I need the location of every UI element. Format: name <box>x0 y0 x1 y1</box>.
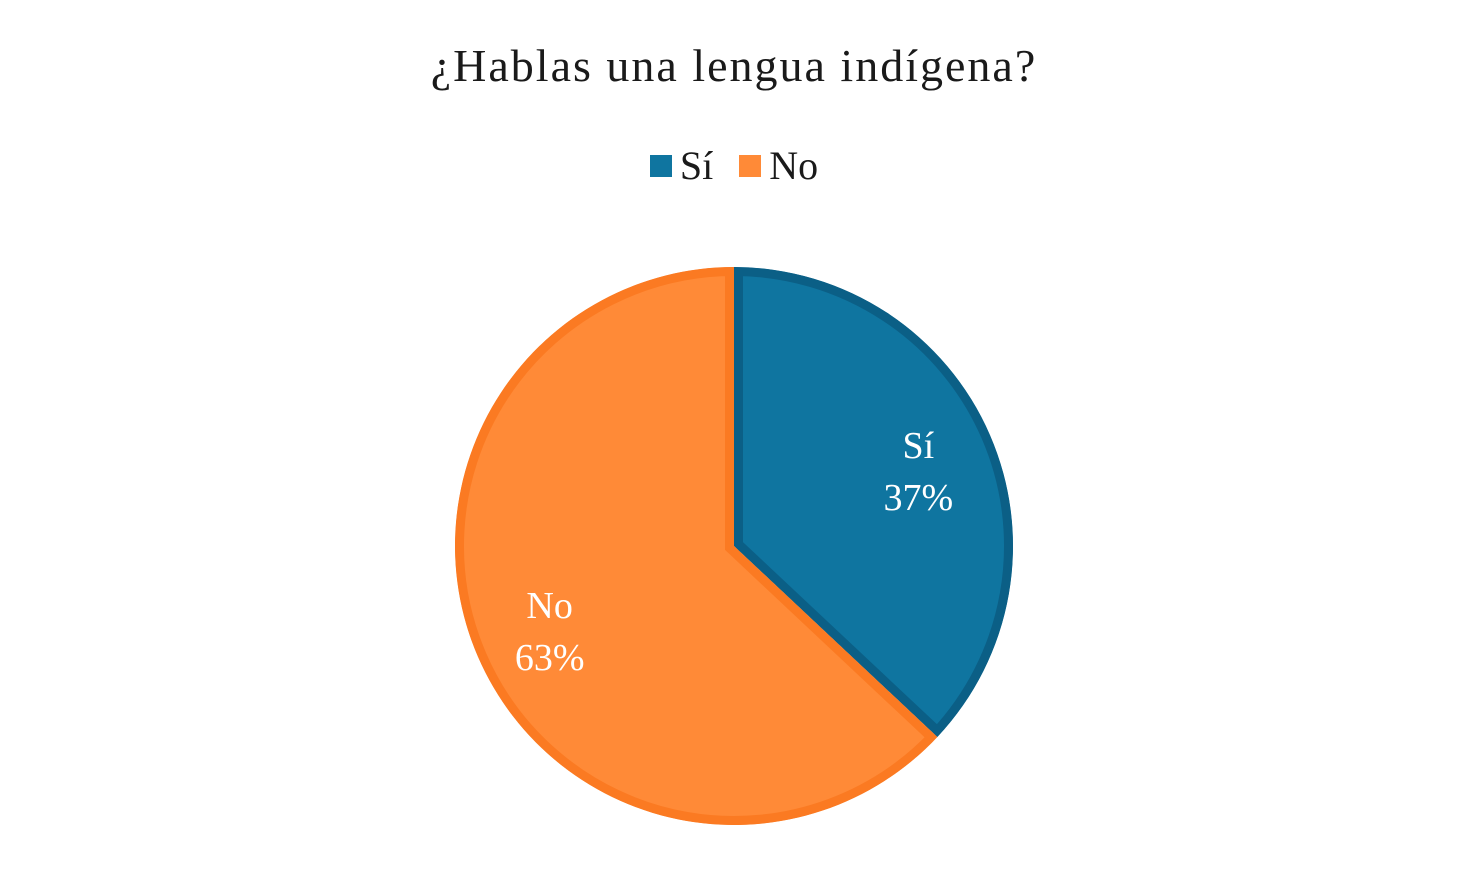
legend-label-no: No <box>769 143 819 188</box>
slice-value-label-0: 37% <box>884 477 954 519</box>
slice-label-1: No <box>526 585 572 627</box>
slice-value-label-1: 63% <box>515 637 585 679</box>
chart-title: ¿Hablas una lengua indígena? <box>430 40 1038 91</box>
legend-item-no: No <box>739 146 818 186</box>
slice-label-0: Sí <box>903 425 935 467</box>
pie-slice-0 <box>734 267 1013 737</box>
legend-swatch-no <box>739 155 762 177</box>
chart-legend: Sí No <box>0 146 1468 186</box>
legend-label-si: Sí <box>679 143 714 188</box>
legend-swatch-si <box>649 155 672 177</box>
legend-item-si: Sí <box>649 143 714 188</box>
